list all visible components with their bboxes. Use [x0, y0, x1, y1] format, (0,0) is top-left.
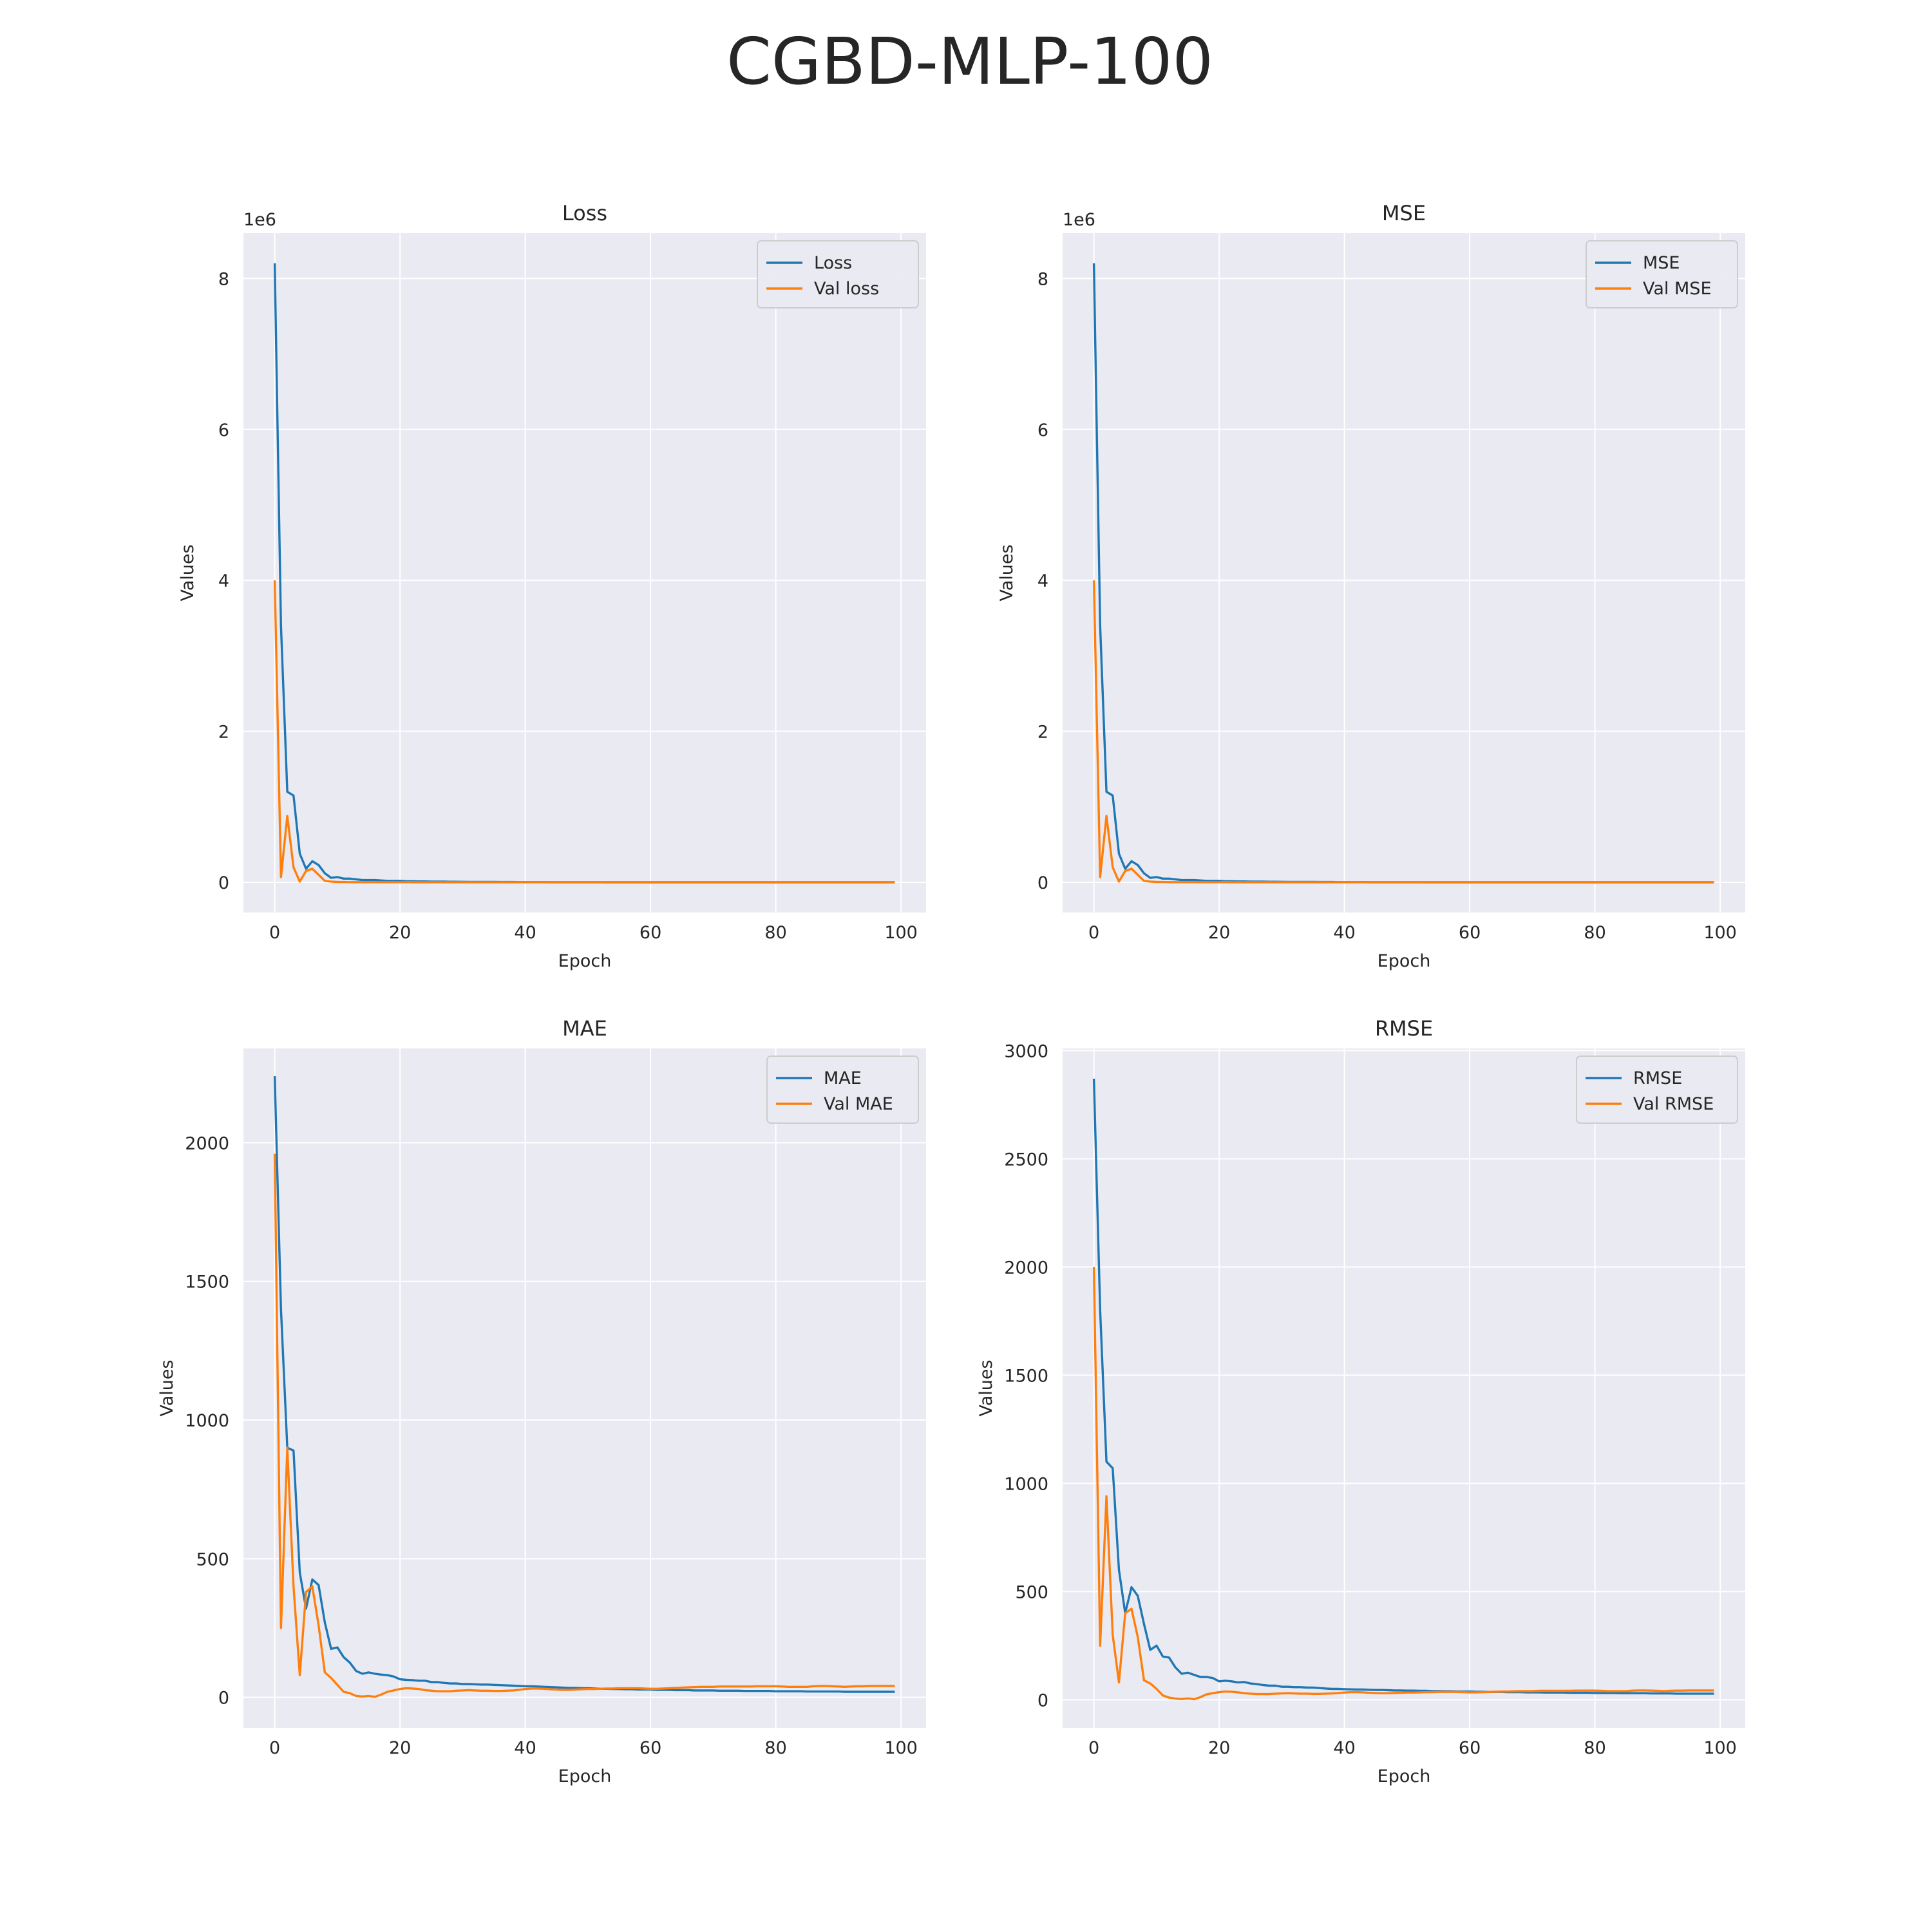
- y-tick-label: 8: [1037, 269, 1048, 289]
- y-tick-label: 500: [1015, 1582, 1048, 1602]
- series-line-rmse: [1092, 1078, 1714, 1695]
- y-tick-label: 0: [218, 873, 229, 893]
- plot-area: [243, 233, 926, 913]
- x-tick-label: 40: [1333, 1738, 1355, 1758]
- y-tick-label: 6: [218, 421, 229, 440]
- y-tick-label: 500: [196, 1549, 229, 1569]
- y-axis-label: Values: [178, 544, 198, 601]
- x-tick-label: 60: [639, 923, 661, 943]
- x-tick-label: 100: [884, 1738, 918, 1758]
- y-tick-label: 2000: [1004, 1258, 1048, 1278]
- panel-mae: 0 20 40 60 80 1000500100015002000MAEEpochValu…: [157, 1016, 926, 1786]
- x-tick-label: 0: [269, 1738, 280, 1758]
- legend-label: MAE: [824, 1068, 862, 1088]
- panel-loss: 0 20 40 60 80 100 0 2 4 6 8 1e6 Loss Epoch Values Loss V…: [178, 201, 926, 971]
- y-tick-label: 2000: [185, 1133, 229, 1153]
- series-line-val-loss: [273, 580, 895, 884]
- y-tick-label: 3000: [1004, 1041, 1048, 1061]
- x-tick-label: 60: [639, 1738, 661, 1758]
- legend-label: RMSE: [1633, 1068, 1682, 1088]
- legend-box: [757, 240, 919, 308]
- legend-label: Val loss: [814, 279, 879, 299]
- plot-area: [243, 1048, 926, 1728]
- legend-label: Loss: [814, 253, 852, 273]
- x-tick-label: 0: [269, 923, 280, 943]
- x-tick-label: 40: [514, 923, 536, 943]
- y-tick-label: 1500: [185, 1273, 229, 1293]
- y-tick-label: 2: [1037, 723, 1048, 743]
- plot-title: MAE: [562, 1016, 607, 1041]
- plot-area: [1063, 1048, 1745, 1728]
- y-axis-label: Values: [997, 544, 1017, 601]
- x-tick-label: 20: [389, 923, 411, 943]
- x-tick-label: 20: [1208, 923, 1230, 943]
- y-tick-label: 1500: [1004, 1366, 1048, 1386]
- x-tick-label: 20: [389, 1738, 411, 1758]
- plot-title: Loss: [562, 201, 607, 225]
- y-tick-label: 4: [1037, 571, 1048, 591]
- x-axis-label: Epoch: [1378, 951, 1431, 971]
- x-tick-label: 0: [1088, 1738, 1099, 1758]
- x-tick-label: 100: [884, 923, 918, 943]
- x-tick-label: 80: [764, 923, 786, 943]
- legend: Loss Val loss: [757, 240, 919, 308]
- x-axis-label: Epoch: [558, 1766, 612, 1786]
- legend-label: Val MAE: [824, 1094, 893, 1114]
- x-tick-label: 80: [1584, 1738, 1605, 1758]
- x-axis-label: Epoch: [558, 951, 612, 971]
- y-axis-label: Values: [157, 1359, 177, 1416]
- legend: MAE Val MAE: [766, 1056, 919, 1124]
- x-tick-label: 60: [1459, 1738, 1481, 1758]
- y-offset-text: 1e6: [1063, 210, 1095, 230]
- series-line-val-mse: [1092, 580, 1714, 884]
- x-tick-label: 40: [1333, 923, 1355, 943]
- legend-box: [766, 1056, 919, 1124]
- legend: RMSE Val RMSE: [1576, 1056, 1738, 1124]
- y-tick-label: 8: [218, 269, 229, 289]
- legend-box: [1586, 240, 1738, 308]
- y-offset-text: 1e6: [243, 210, 276, 230]
- y-axis-label: Values: [976, 1359, 996, 1416]
- y-tick-label: 6: [1037, 421, 1048, 440]
- x-tick-label: 40: [514, 1738, 536, 1758]
- y-tick-label: 0: [218, 1689, 229, 1709]
- legend-box: [1576, 1056, 1738, 1124]
- legend: MSE Val MSE: [1586, 240, 1738, 308]
- plot-area: [1063, 233, 1745, 913]
- x-tick-label: 80: [764, 1738, 786, 1758]
- x-tick-label: 80: [1584, 923, 1605, 943]
- plot-title: RMSE: [1375, 1016, 1433, 1041]
- y-tick-label: 2500: [1004, 1150, 1048, 1170]
- panel-rmse: 0 20 40 60 80 100050010001500200025003000RMSE…: [976, 1016, 1745, 1786]
- y-tick-label: 2: [218, 723, 229, 743]
- series-line-val-rmse: [1092, 1267, 1714, 1701]
- y-tick-label: 1000: [1004, 1474, 1048, 1494]
- x-tick-label: 60: [1459, 923, 1481, 943]
- y-tick-label: 4: [218, 571, 229, 591]
- y-tick-label: 0: [1037, 1690, 1048, 1710]
- legend-label: MSE: [1643, 253, 1680, 273]
- legend-label: Val RMSE: [1633, 1094, 1714, 1114]
- x-tick-label: 20: [1208, 1738, 1230, 1758]
- figure-title: CGBD-MLP-100: [726, 24, 1213, 99]
- y-tick-label: 1000: [185, 1411, 229, 1431]
- plot-title: MSE: [1382, 201, 1426, 225]
- x-tick-label: 100: [1703, 1738, 1737, 1758]
- legend-label: Val MSE: [1643, 279, 1712, 299]
- x-tick-label: 0: [1088, 923, 1099, 943]
- series-line-val-mae: [273, 1153, 895, 1698]
- panel-mse: 0 20 40 60 80 100 0 2 4 6 8 1e6 MSE Epoch Values MSE Val…: [997, 201, 1745, 971]
- x-tick-label: 100: [1703, 923, 1737, 943]
- x-axis-label: Epoch: [1378, 1766, 1431, 1786]
- y-tick-label: 0: [1037, 873, 1048, 893]
